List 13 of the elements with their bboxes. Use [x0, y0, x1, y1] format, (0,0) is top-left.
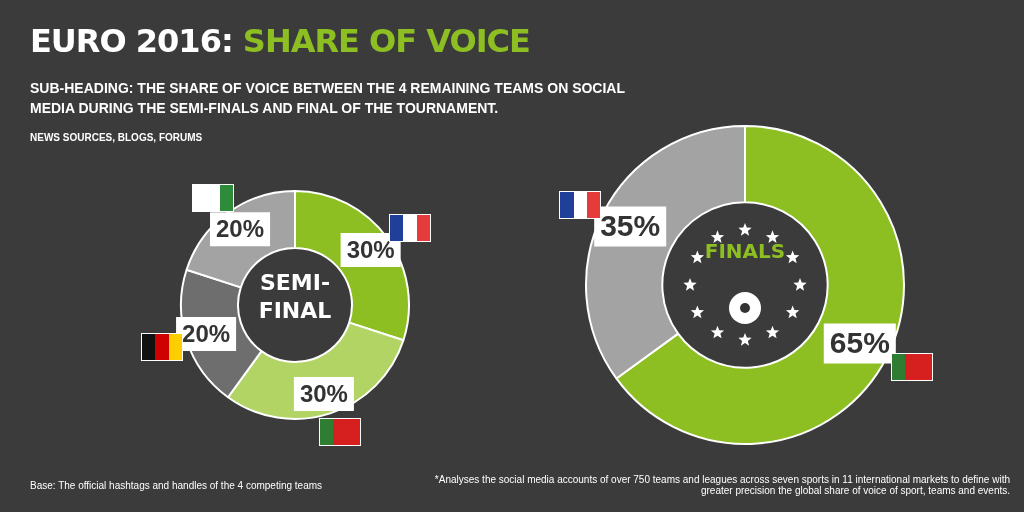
- data-label: 30%: [299, 379, 348, 407]
- data-label: 20%: [216, 214, 265, 242]
- chart-subtitle: SUB-HEADING: THE SHARE OF VOICE BETWEEN THE 4 REMAINING TEAMS ON SOCIAL MEDIA DURING THE SEMI-FINALS AND FINAL OF THE TOURNAMENT.: [30, 79, 626, 118]
- data-label: 35%: [600, 208, 661, 242]
- text: *Analyses the social media accounts of over 750 teams and leagues across seven sports in 11 international markets to define with greater precision the global share of voice of sport, teams and events.: [433, 474, 1010, 496]
- data-label: 20%: [182, 319, 231, 347]
- data-label: 65%: [829, 325, 890, 359]
- data-label: 30%: [346, 235, 395, 263]
- chart-title: EURO 2016: SHARE OF VOICE: [30, 22, 530, 60]
- text: FINALS: [703, 238, 787, 265]
- text: Base: The official hashtags and handles of the 4 competing teams: [30, 480, 324, 491]
- text: NEWS SOURCES, BLOGS, FORUMS: [30, 132, 203, 143]
- text: SEMI-FINAL: [257, 269, 333, 325]
